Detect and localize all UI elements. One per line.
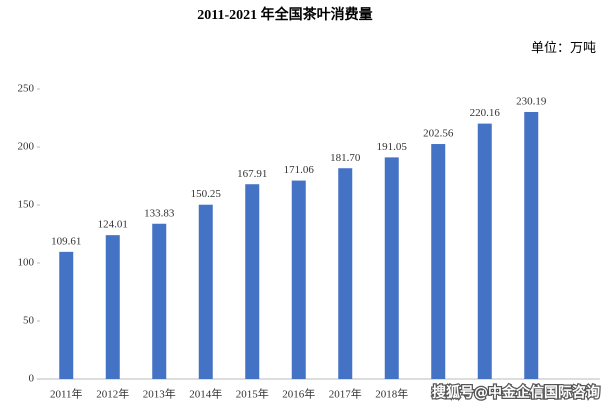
x-tick-label: 2013年 <box>143 387 176 401</box>
y-tick-label: 250 <box>18 83 35 95</box>
data-label: 181.70 <box>330 152 361 164</box>
x-tick-label: 2012年 <box>96 387 129 401</box>
bar <box>291 180 306 379</box>
bar <box>431 144 446 379</box>
bar <box>105 235 120 379</box>
data-label: 220.16 <box>470 107 501 119</box>
x-tick-label: 2011年 <box>50 387 83 401</box>
watermark: 搜狐号@中金企信国际咨询 <box>432 384 600 401</box>
y-tick-label: 200 <box>18 141 35 153</box>
bar <box>59 251 74 379</box>
bar <box>245 184 260 379</box>
data-label: 150.25 <box>191 188 222 200</box>
bar <box>524 111 539 379</box>
bar <box>338 168 353 379</box>
data-label: 202.56 <box>423 128 454 140</box>
data-label: 124.01 <box>98 219 128 231</box>
data-label: 167.91 <box>237 168 267 180</box>
bar <box>198 204 213 379</box>
chart-title: 2011-2021 年全国茶叶消费量 <box>197 6 372 23</box>
y-tick-label: 100 <box>18 257 35 269</box>
x-tick-label: 2014年 <box>189 387 222 401</box>
x-tick-label: 2015年 <box>236 387 269 401</box>
data-label: 171.06 <box>284 164 315 176</box>
bar <box>384 157 399 379</box>
data-label: 109.61 <box>51 235 81 247</box>
x-tick-label: 2017年 <box>329 387 362 401</box>
bar <box>477 123 492 379</box>
y-tick-label: 0 <box>29 373 35 385</box>
data-label: 133.83 <box>144 207 175 219</box>
data-label: 230.19 <box>516 96 547 108</box>
x-tick-label: 2016年 <box>282 387 315 401</box>
unit-label: 单位：万吨 <box>531 40 596 55</box>
x-tick-label: 2018年 <box>375 387 408 401</box>
y-tick-label: 150 <box>18 199 35 211</box>
bar <box>152 223 167 379</box>
y-tick-label: 50 <box>23 315 35 327</box>
data-label: 191.05 <box>377 141 408 153</box>
